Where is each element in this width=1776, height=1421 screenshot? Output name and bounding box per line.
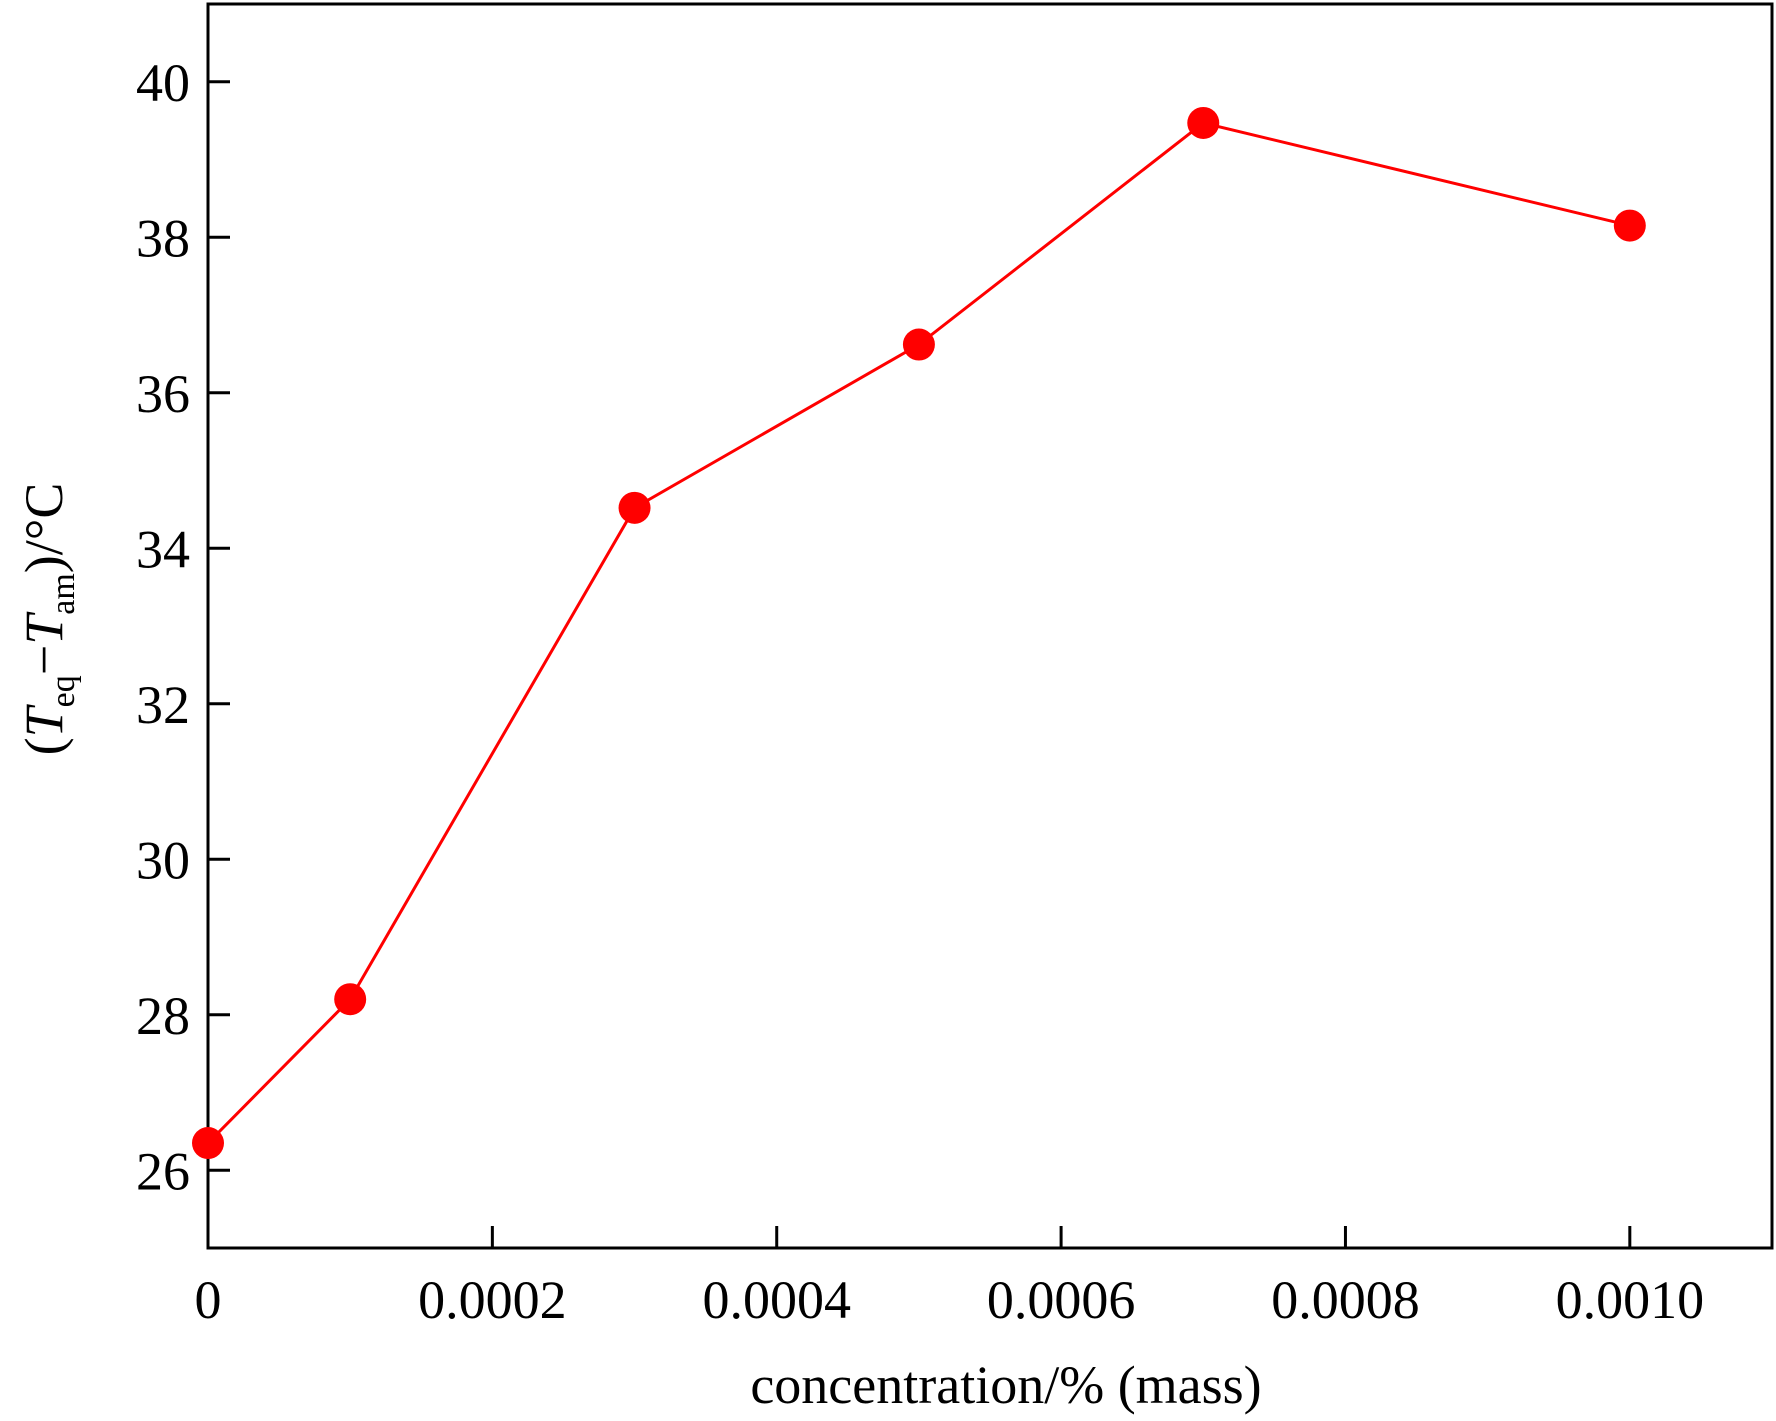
plot-frame [206, 2, 1774, 1250]
x-tick-label: 0.0002 [418, 1270, 567, 1330]
x-tick-label: 0 [195, 1270, 222, 1330]
y-tick-label: 26 [136, 1141, 190, 1201]
data-point [1613, 209, 1646, 242]
y-tick-label: 38 [136, 208, 190, 268]
y-tick-label: 34 [136, 519, 190, 579]
y-axis-title-minus: − [14, 645, 74, 675]
series-layer [192, 106, 1646, 1160]
y-axis-title: (Teq−Tam)/°C [14, 483, 82, 756]
plot-border [206, 2, 1774, 1250]
x-tick-label: 0.0008 [1271, 1270, 1420, 1330]
x-axis: 0 0.0002 0.0004 0.0006 0.0008 0.0010 [195, 1226, 1705, 1330]
y-axis-title-close: )/°C [14, 483, 74, 574]
x-tick-label: 0.0004 [702, 1270, 851, 1330]
y-tick-label: 32 [136, 675, 190, 735]
y-tick-label: 30 [136, 830, 190, 890]
y-tick-label: 36 [136, 364, 190, 424]
x-tick-label: 0.0006 [987, 1270, 1136, 1330]
x-tick-label: 0.0010 [1556, 1270, 1705, 1330]
y-axis-title-open: ( [14, 737, 74, 755]
data-point [902, 328, 935, 361]
y-axis-title-t2: T [14, 611, 74, 645]
y-axis-title-sub1: eq [45, 675, 82, 707]
data-point [334, 983, 367, 1016]
x-axis-title: concentration/% (mass) [750, 1355, 1261, 1415]
data-point [1187, 106, 1220, 139]
data-point [192, 1127, 224, 1160]
y-axis-title-t1: T [14, 703, 74, 737]
data-point [618, 491, 651, 524]
series-line [206, 121, 1631, 1145]
y-axis: 26 28 30 32 34 36 38 40 [136, 53, 230, 1201]
y-axis-title-sub2: am [45, 573, 82, 615]
y-tick-label: 40 [136, 53, 190, 113]
y-tick-label: 28 [136, 986, 190, 1046]
